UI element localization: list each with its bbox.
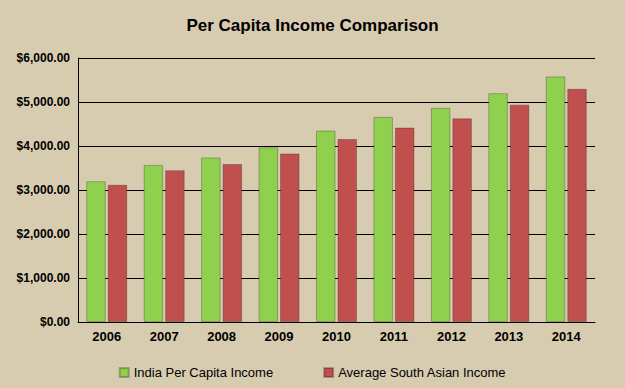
svg-text:India Per Capita Income: India Per Capita Income [134,365,273,380]
svg-text:$2,000.00: $2,000.00 [17,227,71,241]
svg-text:2008: 2008 [207,329,236,344]
svg-text:2007: 2007 [150,329,179,344]
svg-text:2009: 2009 [265,329,294,344]
svg-text:2010: 2010 [322,329,351,344]
svg-text:2013: 2013 [494,329,523,344]
svg-text:2014: 2014 [552,329,582,344]
svg-text:$3,000.00: $3,000.00 [17,183,71,197]
svg-text:2012: 2012 [437,329,466,344]
svg-text:$4,000.00: $4,000.00 [17,139,71,153]
svg-text:2006: 2006 [92,329,121,344]
svg-text:Average South Asian Income: Average South Asian Income [338,365,505,380]
svg-text:$0.00: $0.00 [40,315,70,329]
svg-text:$6,000.00: $6,000.00 [17,51,71,65]
svg-text:Per Capita Income Comparison: Per Capita Income Comparison [186,16,438,35]
svg-text:$1,000.00: $1,000.00 [17,271,71,285]
svg-text:2011: 2011 [380,329,408,344]
svg-text:$5,000.00: $5,000.00 [17,95,71,109]
